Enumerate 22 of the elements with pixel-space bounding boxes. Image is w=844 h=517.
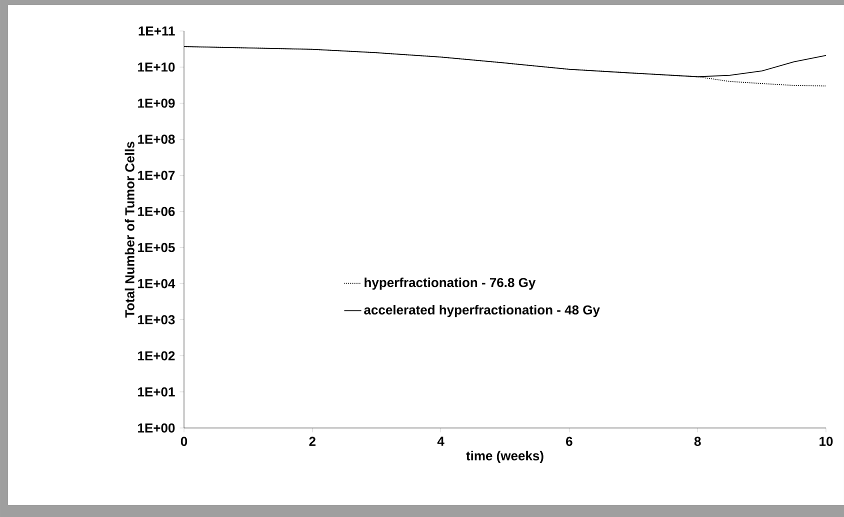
x-tick-label: 8 <box>694 436 701 446</box>
x-tick-label: 0 <box>180 436 188 446</box>
y-tick-label: 1E+06 <box>138 206 175 216</box>
y-tick-label: 1E+02 <box>138 351 175 360</box>
y-tick-label: 1E+08 <box>138 134 175 144</box>
x-axis-title: time (weeks) <box>466 450 544 463</box>
x-tick-label: 4 <box>437 436 444 446</box>
x-tick-label: 10 <box>820 436 833 446</box>
legend-label: hyperfractionation - 76.8 Gy <box>364 278 536 290</box>
y-tick-label: 1E+07 <box>138 170 175 180</box>
y-tick-label: 1E+00 <box>138 423 175 433</box>
x-tick-label: 2 <box>309 436 316 446</box>
y-axis-title: Total Number of Tumor Cells <box>124 142 134 318</box>
y-tick-label: 1E+01 <box>138 387 175 396</box>
y-tick-label: 1E+04 <box>138 279 176 288</box>
legend-label: accelerated hyperfractionation - 48 Gy <box>364 304 600 318</box>
y-tick-label: 1E+11 <box>138 26 175 36</box>
x-tick-label: 6 <box>566 436 572 446</box>
y-tick-label: 1E+09 <box>138 98 175 108</box>
y-tick-label: 1E+10 <box>138 62 175 72</box>
y-tick-label: 1E+03 <box>138 315 175 324</box>
y-tick-label: 1E+05 <box>138 242 175 252</box>
